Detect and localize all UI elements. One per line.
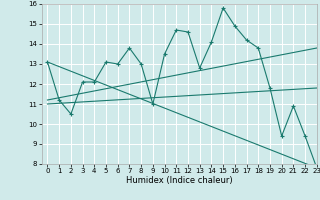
- X-axis label: Humidex (Indice chaleur): Humidex (Indice chaleur): [126, 176, 233, 185]
